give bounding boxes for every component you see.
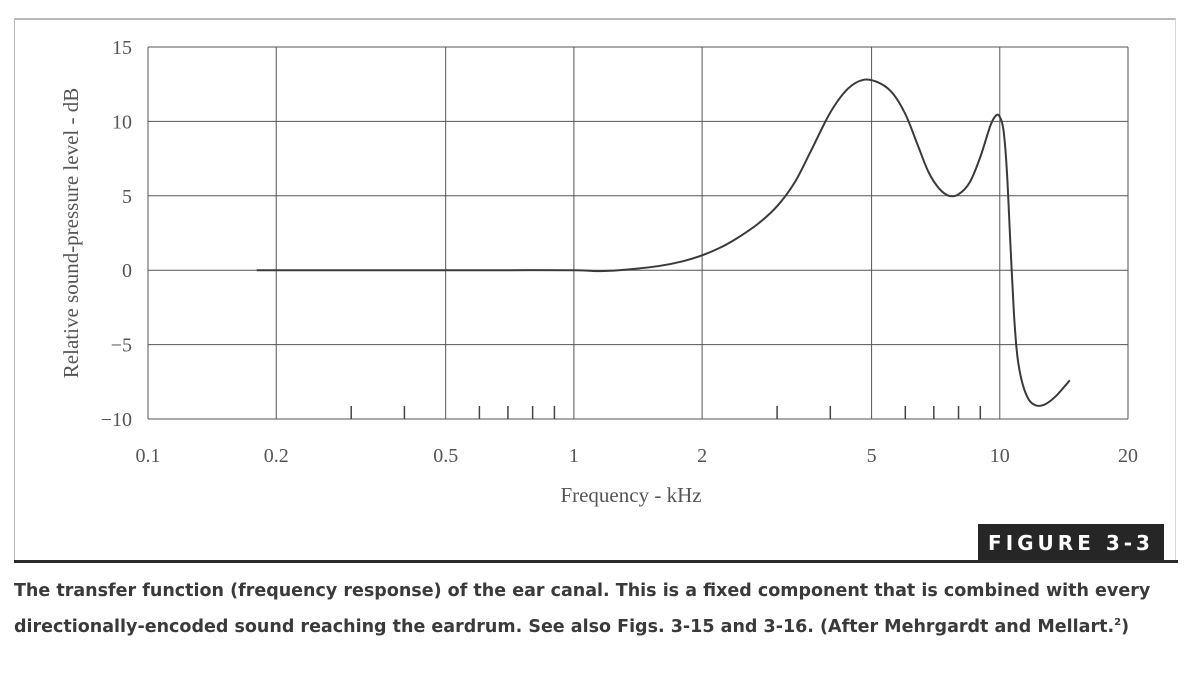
x-axis-label: Frequency - kHz (560, 483, 701, 507)
x-tick-label: 2 (697, 445, 707, 467)
y-tick-label: 5 (122, 186, 132, 208)
caption-reference: 2 (1114, 617, 1122, 628)
figure-label: FIGURE 3-3 (978, 524, 1164, 562)
x-tick-label: 0.5 (433, 445, 458, 467)
caption-text: The transfer function (frequency respons… (14, 581, 1151, 637)
y-tick-label: 10 (112, 111, 132, 133)
frequency-response-chart: 15 10 5 0 −5 −10 0.1 0.2 0.5 1 2 5 10 20 Frequency -… (59, 37, 1139, 507)
y-tick-label: −5 (111, 335, 132, 357)
x-tick-labels: 0.1 0.2 0.5 1 2 5 10 20 (136, 445, 1139, 467)
figure-caption: The transfer function (frequency respons… (14, 576, 1189, 643)
x-tick-label: 0.2 (264, 445, 289, 467)
y-tick-label: −10 (101, 409, 132, 431)
x-tick-label: 5 (867, 445, 877, 467)
x-tick-label: 0.1 (136, 445, 161, 467)
y-tick-label: 15 (112, 37, 132, 59)
bottom-rule (14, 560, 1178, 563)
response-curve-line (256, 78, 1071, 407)
x-tick-label: 1 (569, 445, 579, 467)
caption-end: ) (1121, 616, 1130, 637)
y-tick-labels: 15 10 5 0 −5 −10 (101, 37, 132, 431)
x-tick-label: 20 (1118, 445, 1138, 467)
y-tick-label: 0 (122, 260, 132, 282)
x-tick-label: 10 (990, 445, 1010, 467)
chart-grid (147, 46, 1129, 420)
y-axis-label: Relative sound-pressure level - dB (59, 88, 83, 378)
figure-frame (14, 18, 1176, 562)
x-minor-ticks (350, 406, 982, 419)
